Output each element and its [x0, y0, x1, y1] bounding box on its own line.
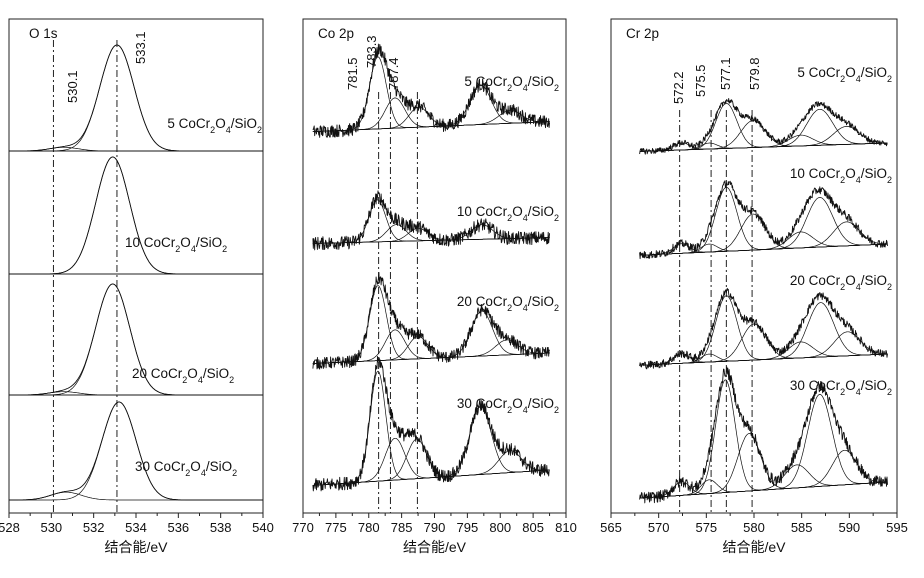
reference-label: 781.5 — [345, 57, 360, 90]
fit-component — [639, 126, 888, 152]
series-10 — [9, 156, 263, 275]
x-tick-label: 805 — [522, 520, 544, 535]
series-20 — [312, 271, 550, 370]
x-tick-label: 570 — [648, 520, 670, 535]
series-label: 10 CoCr2O4/SiO2 — [790, 166, 892, 185]
series-30 — [9, 401, 263, 501]
x-tick-label: 790 — [424, 520, 446, 535]
x-tick-label: 575 — [695, 520, 717, 535]
baseline — [639, 353, 888, 366]
panel-title: Co 2p — [318, 26, 354, 41]
x-tick-label: 775 — [325, 520, 347, 535]
spectrum-line — [639, 180, 888, 260]
series-30 — [312, 356, 550, 492]
x-tick-label: 532 — [83, 520, 105, 535]
spectrum-line — [9, 401, 263, 501]
x-tick-label: 536 — [167, 520, 189, 535]
spectrum-line — [312, 271, 550, 370]
series-30 — [639, 366, 888, 504]
fit-component — [639, 449, 888, 499]
fit-component — [9, 401, 263, 501]
x-tick-label: 800 — [489, 520, 511, 535]
fit-component — [312, 405, 550, 486]
series-label: 30 CoCr2O4/SiO2 — [457, 396, 559, 415]
x-tick-label: 785 — [391, 520, 413, 535]
reference-label: 530.1 — [65, 70, 80, 103]
baseline — [639, 243, 888, 256]
fit-component — [639, 323, 888, 366]
fit-component — [639, 134, 888, 152]
series-label: 10 CoCr2O4/SiO2 — [457, 204, 559, 223]
series-5 — [9, 44, 263, 152]
baseline — [639, 481, 888, 499]
series-label: 5 CoCr2O4/SiO2 — [167, 116, 262, 135]
panel-cr-2p: 572.2 575.5 577.1 579.8 Cr 2p 565 570 575 580 585… — [600, 18, 908, 555]
spectrum-line — [639, 98, 888, 155]
fit-component — [9, 156, 263, 275]
x-tick-label: 530 — [40, 520, 62, 535]
spectrum-line — [9, 156, 263, 275]
series-20 — [9, 283, 263, 396]
x-axis-label: 结合能/eV — [104, 539, 168, 555]
series-5 — [639, 98, 888, 155]
x-axis-label: 结合能/eV — [403, 539, 467, 555]
baseline — [312, 469, 550, 486]
x-tick-label: 770 — [292, 520, 314, 535]
x-tick-label: 795 — [457, 520, 479, 535]
spectrum-line — [639, 287, 888, 370]
series-20 — [639, 287, 888, 370]
baseline — [639, 142, 888, 152]
x-tick-label: 528 — [0, 520, 20, 535]
spectrum-line — [312, 190, 551, 251]
reference-label: 577.1 — [718, 57, 733, 90]
x-tick-label: 565 — [600, 520, 622, 535]
series-label: 30 CoCr2O4/SiO2 — [135, 459, 237, 478]
reference-label: 579.8 — [747, 57, 762, 90]
x-tick-label: 590 — [838, 520, 860, 535]
series-label: 10 CoCr2O4/SiO2 — [125, 235, 227, 254]
panel-o-1s: 530.1 533.1 O 1s 528 530 532 534 536 538 540 结合能/e… — [0, 18, 274, 555]
x-tick-label: 580 — [743, 520, 765, 535]
reference-label: 787.4 — [386, 57, 401, 90]
series-label: 5 CoCr2O4/SiO2 — [464, 74, 559, 93]
x-tick-label: 780 — [358, 520, 380, 535]
series-5 — [312, 43, 551, 138]
reference-label: 533.1 — [133, 31, 148, 64]
series-label: 20 CoCr2O4/SiO2 — [790, 273, 892, 292]
reference-label: 572.2 — [671, 71, 686, 104]
series-label: 20 CoCr2O4/SiO2 — [132, 366, 234, 385]
x-axis-label: 结合能/eV — [722, 539, 786, 555]
plot-frame — [302, 18, 567, 514]
spectrum-line — [639, 366, 888, 504]
fit-component — [639, 331, 888, 366]
series-10 — [312, 190, 551, 251]
x-tick-label: 595 — [886, 520, 908, 535]
reference-label: 575.5 — [693, 64, 708, 97]
series-label: 20 CoCr2O4/SiO2 — [457, 294, 559, 313]
series-label: 30 CoCr2O4/SiO2 — [790, 378, 892, 397]
panel-title: Cr 2p — [626, 26, 659, 41]
panel-title: O 1s — [29, 26, 58, 41]
spectrum-line — [9, 283, 263, 396]
x-tick-label: 585 — [791, 520, 813, 535]
spectrum-line — [312, 43, 551, 138]
x-tick-label: 538 — [210, 520, 232, 535]
x-tick-label: 534 — [125, 520, 147, 535]
x-tick-label: 540 — [252, 520, 274, 535]
spectrum-line — [312, 356, 550, 492]
series-10 — [639, 180, 888, 260]
series-label: 5 CoCr2O4/SiO2 — [797, 65, 892, 84]
x-tick-label: 810 — [555, 520, 577, 535]
spectrum-line — [9, 44, 263, 152]
